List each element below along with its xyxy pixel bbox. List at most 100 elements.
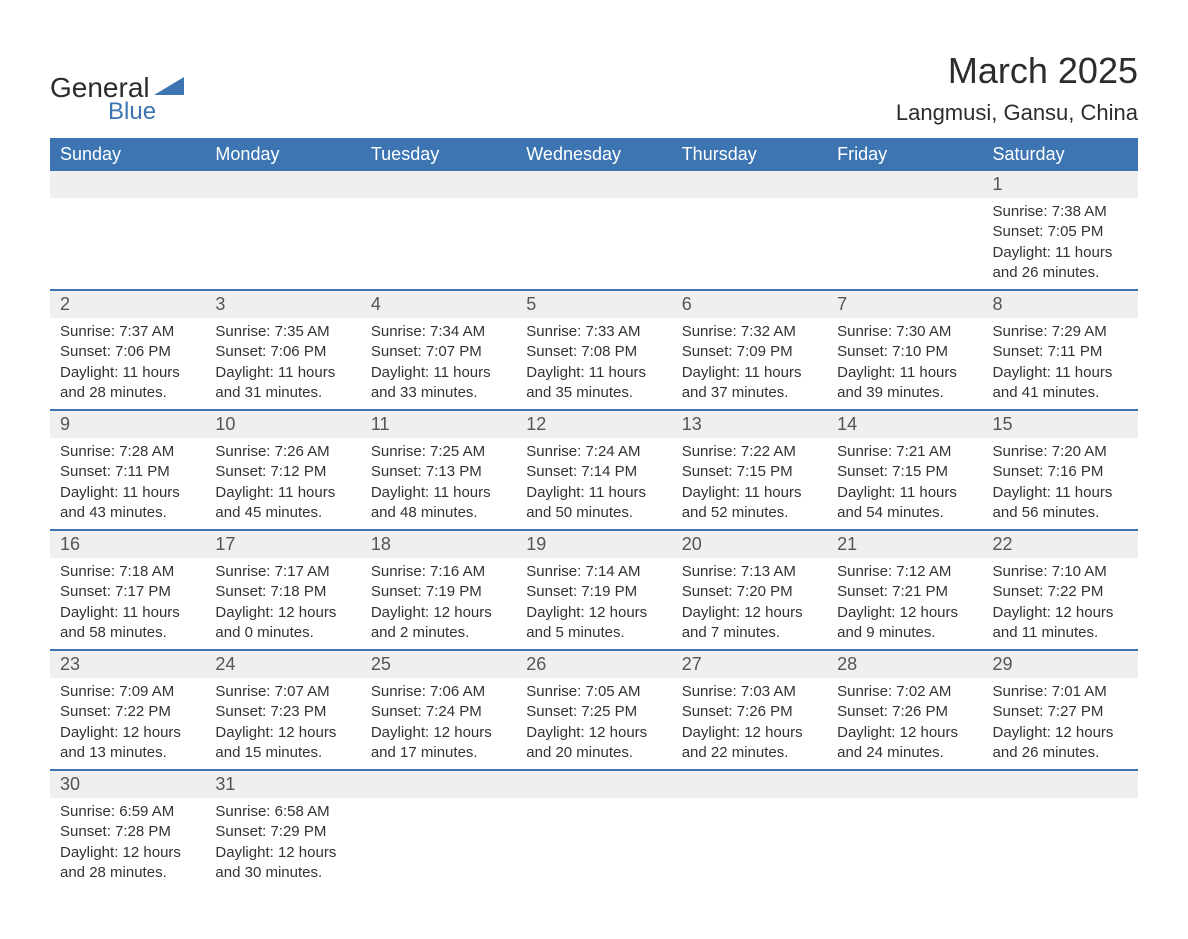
day-detail-cell: Sunrise: 7:24 AMSunset: 7:14 PMDaylight:… [516, 438, 671, 530]
day-number-cell: 22 [983, 530, 1138, 558]
day-day1: Daylight: 12 hours [526, 723, 661, 743]
day-day1: Daylight: 11 hours [682, 483, 817, 503]
col-thursday: Thursday [672, 138, 827, 171]
day-sunrise: Sunrise: 7:26 AM [215, 442, 350, 462]
day-detail-cell [361, 198, 516, 290]
day-sunset: Sunset: 7:05 PM [993, 222, 1128, 242]
day-day2: and 43 minutes. [60, 503, 195, 523]
day-day2: and 0 minutes. [215, 623, 350, 643]
day-day1: Daylight: 11 hours [993, 483, 1128, 503]
day-day1: Daylight: 11 hours [993, 363, 1128, 383]
day-sunrise: Sunrise: 7:06 AM [371, 682, 506, 702]
day-number-cell [827, 770, 982, 798]
day-number-cell: 26 [516, 650, 671, 678]
day-day1: Daylight: 12 hours [837, 603, 972, 623]
day-number-cell [516, 171, 671, 198]
day-day2: and 13 minutes. [60, 743, 195, 763]
week-detail-row: Sunrise: 7:09 AMSunset: 7:22 PMDaylight:… [50, 678, 1138, 770]
day-sunset: Sunset: 7:08 PM [526, 342, 661, 362]
day-sunrise: Sunrise: 7:09 AM [60, 682, 195, 702]
day-detail-cell: Sunrise: 7:02 AMSunset: 7:26 PMDaylight:… [827, 678, 982, 770]
day-day1: Daylight: 12 hours [682, 603, 817, 623]
day-day1: Daylight: 12 hours [682, 723, 817, 743]
day-sunrise: Sunrise: 7:10 AM [993, 562, 1128, 582]
week-detail-row: Sunrise: 6:59 AMSunset: 7:28 PMDaylight:… [50, 798, 1138, 889]
day-day2: and 26 minutes. [993, 263, 1128, 283]
day-day1: Daylight: 11 hours [682, 363, 817, 383]
day-number-cell [516, 770, 671, 798]
day-detail-cell [516, 798, 671, 889]
day-detail-cell [205, 198, 360, 290]
day-day1: Daylight: 12 hours [215, 603, 350, 623]
day-sunrise: Sunrise: 7:24 AM [526, 442, 661, 462]
day-detail-cell: Sunrise: 7:30 AMSunset: 7:10 PMDaylight:… [827, 318, 982, 410]
day-sunrise: Sunrise: 7:20 AM [993, 442, 1128, 462]
day-sunrise: Sunrise: 7:29 AM [993, 322, 1128, 342]
day-sunrise: Sunrise: 7:01 AM [993, 682, 1128, 702]
week-daynum-row: 9101112131415 [50, 410, 1138, 438]
day-sunset: Sunset: 7:11 PM [993, 342, 1128, 362]
day-sunset: Sunset: 7:16 PM [993, 462, 1128, 482]
day-detail-cell [827, 198, 982, 290]
day-number-cell: 18 [361, 530, 516, 558]
calendar-header-row: Sunday Monday Tuesday Wednesday Thursday… [50, 138, 1138, 171]
day-detail-cell: Sunrise: 7:33 AMSunset: 7:08 PMDaylight:… [516, 318, 671, 410]
week-detail-row: Sunrise: 7:28 AMSunset: 7:11 PMDaylight:… [50, 438, 1138, 530]
day-sunrise: Sunrise: 7:02 AM [837, 682, 972, 702]
day-sunrise: Sunrise: 7:32 AM [682, 322, 817, 342]
page-header: General Blue March 2025 Langmusi, Gansu,… [50, 50, 1138, 126]
day-number-cell [361, 770, 516, 798]
day-day1: Daylight: 12 hours [993, 723, 1128, 743]
day-detail-cell: Sunrise: 7:10 AMSunset: 7:22 PMDaylight:… [983, 558, 1138, 650]
day-day2: and 35 minutes. [526, 383, 661, 403]
day-detail-cell: Sunrise: 7:35 AMSunset: 7:06 PMDaylight:… [205, 318, 360, 410]
day-detail-cell: Sunrise: 7:18 AMSunset: 7:17 PMDaylight:… [50, 558, 205, 650]
day-number-cell: 3 [205, 290, 360, 318]
day-number-cell [672, 171, 827, 198]
day-day2: and 39 minutes. [837, 383, 972, 403]
day-sunrise: Sunrise: 6:58 AM [215, 802, 350, 822]
day-sunset: Sunset: 7:10 PM [837, 342, 972, 362]
day-day1: Daylight: 12 hours [371, 603, 506, 623]
day-sunrise: Sunrise: 7:03 AM [682, 682, 817, 702]
day-number-cell: 21 [827, 530, 982, 558]
day-day2: and 48 minutes. [371, 503, 506, 523]
day-day1: Daylight: 11 hours [60, 483, 195, 503]
day-day2: and 28 minutes. [60, 383, 195, 403]
day-detail-cell: Sunrise: 7:07 AMSunset: 7:23 PMDaylight:… [205, 678, 360, 770]
day-detail-cell: Sunrise: 7:32 AMSunset: 7:09 PMDaylight:… [672, 318, 827, 410]
day-detail-cell [672, 798, 827, 889]
day-number-cell: 1 [983, 171, 1138, 198]
day-sunset: Sunset: 7:24 PM [371, 702, 506, 722]
day-detail-cell [983, 798, 1138, 889]
day-day2: and 41 minutes. [993, 383, 1128, 403]
day-day1: Daylight: 12 hours [60, 843, 195, 863]
col-friday: Friday [827, 138, 982, 171]
day-number-cell: 23 [50, 650, 205, 678]
day-sunset: Sunset: 7:14 PM [526, 462, 661, 482]
col-tuesday: Tuesday [361, 138, 516, 171]
week-daynum-row: 16171819202122 [50, 530, 1138, 558]
week-daynum-row: 23242526272829 [50, 650, 1138, 678]
day-day1: Daylight: 12 hours [837, 723, 972, 743]
day-number-cell: 7 [827, 290, 982, 318]
day-sunset: Sunset: 7:06 PM [60, 342, 195, 362]
day-day1: Daylight: 11 hours [837, 483, 972, 503]
day-sunset: Sunset: 7:29 PM [215, 822, 350, 842]
day-number-cell [983, 770, 1138, 798]
day-number-cell: 25 [361, 650, 516, 678]
day-sunrise: Sunrise: 7:34 AM [371, 322, 506, 342]
day-number-cell: 27 [672, 650, 827, 678]
day-sunrise: Sunrise: 7:28 AM [60, 442, 195, 462]
day-detail-cell: Sunrise: 7:20 AMSunset: 7:16 PMDaylight:… [983, 438, 1138, 530]
day-day2: and 20 minutes. [526, 743, 661, 763]
title-block: March 2025 Langmusi, Gansu, China [896, 50, 1138, 126]
day-number-cell: 12 [516, 410, 671, 438]
day-sunrise: Sunrise: 7:25 AM [371, 442, 506, 462]
day-sunset: Sunset: 7:21 PM [837, 582, 972, 602]
day-sunset: Sunset: 7:19 PM [526, 582, 661, 602]
day-number-cell: 30 [50, 770, 205, 798]
day-day2: and 26 minutes. [993, 743, 1128, 763]
week-detail-row: Sunrise: 7:38 AMSunset: 7:05 PMDaylight:… [50, 198, 1138, 290]
day-sunset: Sunset: 7:20 PM [682, 582, 817, 602]
